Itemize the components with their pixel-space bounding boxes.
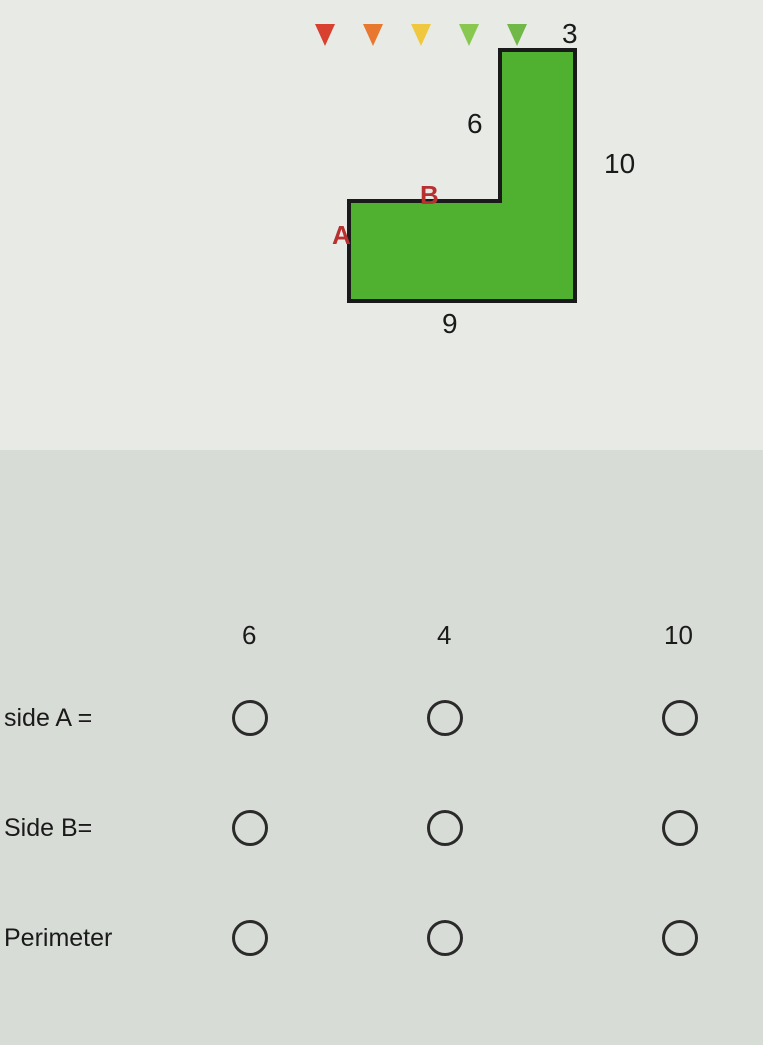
dim-inner-vertical: 6 bbox=[467, 108, 483, 140]
l-shape-svg bbox=[345, 46, 605, 326]
radio-option[interactable] bbox=[232, 920, 268, 956]
row-label: Side B= bbox=[4, 814, 92, 843]
radio-option[interactable] bbox=[232, 700, 268, 736]
radio-option[interactable] bbox=[427, 810, 463, 846]
dim-top: 3 bbox=[562, 18, 578, 50]
flag-icon bbox=[363, 24, 383, 46]
radio-option[interactable] bbox=[232, 810, 268, 846]
dim-right: 10 bbox=[604, 148, 635, 180]
radio-option[interactable] bbox=[662, 700, 698, 736]
radio-option[interactable] bbox=[662, 920, 698, 956]
l-shape-path bbox=[349, 50, 575, 301]
flag-icon bbox=[507, 24, 527, 46]
flag-icon bbox=[459, 24, 479, 46]
col-header: 4 bbox=[437, 620, 451, 651]
diagram-area: 3 6 10 9 A B bbox=[0, 0, 763, 450]
radio-option[interactable] bbox=[662, 810, 698, 846]
col-header: 6 bbox=[242, 620, 256, 651]
row-label: side A = bbox=[4, 704, 92, 733]
flag-icon bbox=[315, 24, 335, 46]
radio-option[interactable] bbox=[427, 920, 463, 956]
side-label-b: B bbox=[420, 180, 439, 211]
flag-row bbox=[315, 24, 527, 46]
col-header: 10 bbox=[664, 620, 693, 651]
row-label: Perimeter bbox=[4, 924, 112, 953]
l-shape bbox=[345, 46, 605, 331]
side-label-a: A bbox=[332, 220, 351, 251]
dim-bottom: 9 bbox=[442, 308, 458, 340]
flag-icon bbox=[411, 24, 431, 46]
radio-option[interactable] bbox=[427, 700, 463, 736]
